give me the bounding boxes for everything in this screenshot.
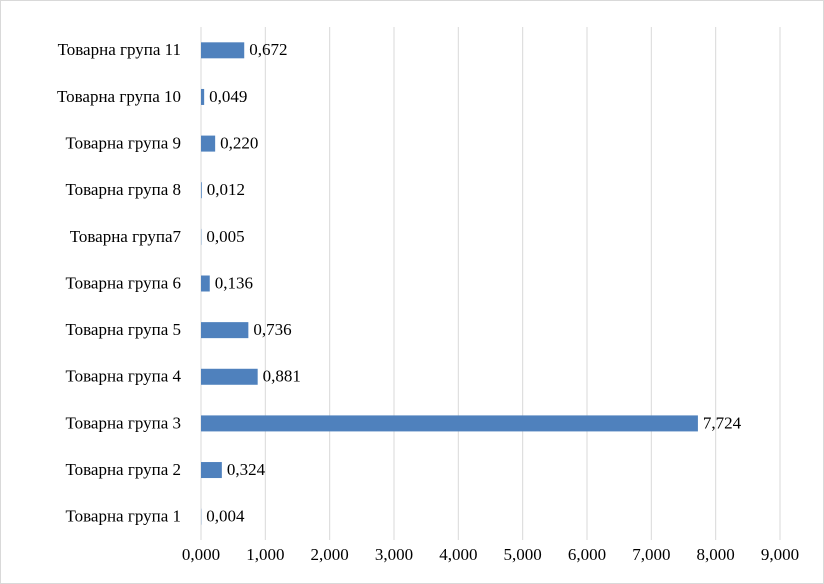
value-label: 0,736 [253, 320, 291, 339]
value-label: 0,012 [207, 180, 245, 199]
bar [201, 322, 249, 339]
y-tick-label: Товарна група 4 [66, 367, 182, 386]
x-tick-label: 3,000 [375, 545, 413, 564]
x-tick-label: 9,000 [761, 545, 799, 564]
y-tick-label: Товарна група 9 [66, 133, 182, 152]
x-tick-label: 7,000 [632, 545, 670, 564]
y-tick-label: Товарна група 1 [66, 507, 182, 526]
x-tick-label: 1,000 [246, 545, 284, 564]
x-tick-label: 4,000 [439, 545, 477, 564]
value-label: 0,136 [215, 273, 253, 292]
x-tick-label: 8,000 [697, 545, 735, 564]
y-tick-label: Товарна група 6 [66, 273, 182, 292]
value-label: 0,049 [209, 87, 247, 106]
value-label: 0,324 [227, 460, 266, 479]
bar [201, 415, 698, 432]
bar [201, 275, 210, 292]
value-label: 0,672 [249, 40, 287, 59]
bar [201, 42, 245, 59]
x-tick-label: 6,000 [568, 545, 606, 564]
bar [201, 462, 222, 479]
value-label: 0,881 [263, 367, 301, 386]
bar [201, 135, 216, 152]
y-tick-label: Товарна група 2 [66, 460, 182, 479]
x-tick-label: 5,000 [504, 545, 542, 564]
bar [201, 182, 202, 199]
y-tick-label: Товарна група 8 [66, 180, 182, 199]
x-tick-label: 2,000 [311, 545, 349, 564]
y-tick-label: Товарна група 3 [66, 413, 182, 432]
value-label: 0,004 [206, 507, 245, 526]
x-tick-label: 0,000 [182, 545, 220, 564]
bar [201, 88, 205, 105]
value-label: 7,724 [703, 413, 742, 432]
y-tick-label: Товарна група 10 [57, 87, 181, 106]
value-label: 0,220 [220, 133, 258, 152]
y-tick-label: Товарна група7 [70, 227, 182, 246]
bar [201, 368, 258, 385]
value-label: 0,005 [206, 227, 244, 246]
y-tick-label: Товарна група 11 [58, 40, 181, 59]
y-tick-label: Товарна група 5 [66, 320, 182, 339]
